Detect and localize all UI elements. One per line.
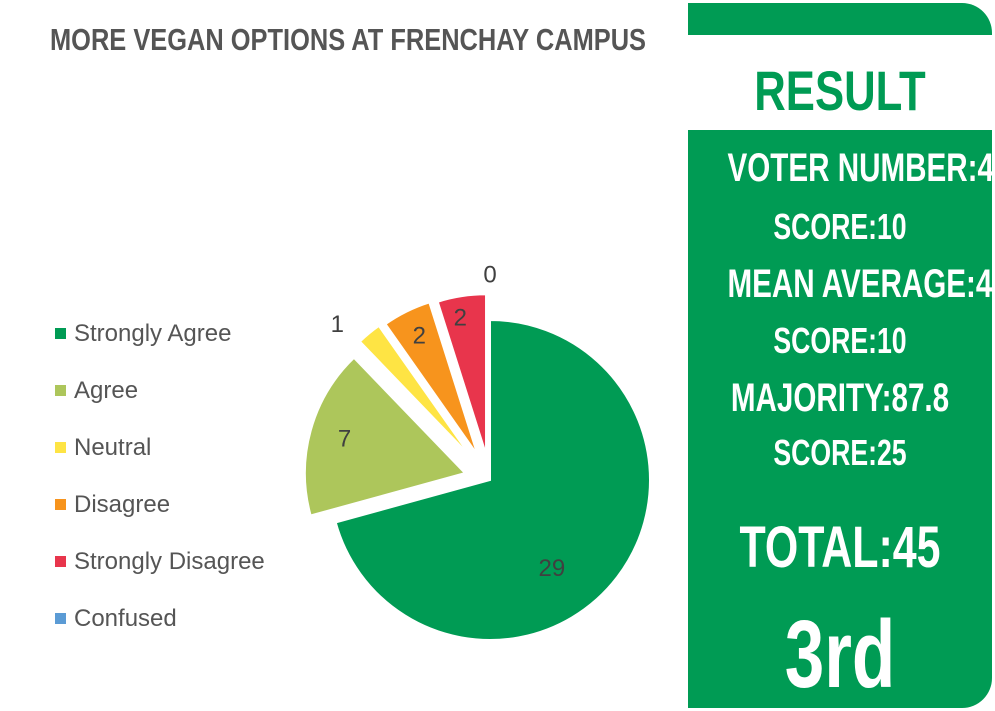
pie-data-label: 0 <box>483 261 496 288</box>
rank: 3rd <box>784 601 896 708</box>
legend-swatch <box>55 613 66 624</box>
score-mean: SCORE:10 <box>773 320 907 361</box>
pie-slice <box>303 356 467 517</box>
result-panel-header-bar <box>688 3 992 35</box>
legend-item: Confused <box>55 590 265 647</box>
pie-slice <box>436 293 488 455</box>
legend-item: Neutral <box>55 419 265 476</box>
legend-swatch <box>55 328 66 339</box>
legend-swatch <box>55 556 66 567</box>
score-majority: SCORE:25 <box>773 432 907 473</box>
voter-number: VOTER NUMBER:41 <box>727 146 995 190</box>
legend-item: Strongly Disagree <box>55 533 265 590</box>
pie-data-label: 2 <box>413 323 426 350</box>
pie-data-label: 1 <box>331 311 344 338</box>
legend-swatch <box>55 442 66 453</box>
legend-label: Neutral <box>74 433 152 461</box>
legend-label: Strongly Agree <box>74 319 232 347</box>
pie-slice <box>358 324 472 458</box>
result-heading: RESULT <box>754 59 926 122</box>
pie-slice <box>384 301 479 456</box>
pie-slice <box>334 318 651 641</box>
legend-item: Disagree <box>55 476 265 533</box>
pie-data-label: 2 <box>454 304 467 331</box>
pie-data-label: 7 <box>338 425 351 452</box>
majority: MAJORITY:87.8 <box>730 376 950 420</box>
legend-label: Confused <box>74 604 177 632</box>
legend-label: Disagree <box>74 490 171 518</box>
legend-label: Strongly Disagree <box>74 547 265 575</box>
legend-item: Strongly Agree <box>55 305 265 362</box>
score-voter: SCORE:10 <box>773 206 907 247</box>
mean-average: MEAN AVERAGE:4.44 <box>727 262 995 306</box>
legend-swatch <box>55 499 66 510</box>
legend-label: Agree <box>74 376 139 404</box>
chart-title: MORE VEGAN OPTIONS AT FRENCHAY CAMPUS <box>50 22 647 57</box>
result-panel: VOTER NUMBER:41 SCORE:10 MEAN AVERAGE:4.… <box>688 130 995 708</box>
legend-item: Agree <box>55 362 265 419</box>
total: TOTAL:45 <box>739 515 941 580</box>
pie-data-label: 29 <box>539 555 566 582</box>
legend-swatch <box>55 385 66 396</box>
chart-legend: Strongly Agree Agree Neutral Disagree St… <box>55 305 265 647</box>
